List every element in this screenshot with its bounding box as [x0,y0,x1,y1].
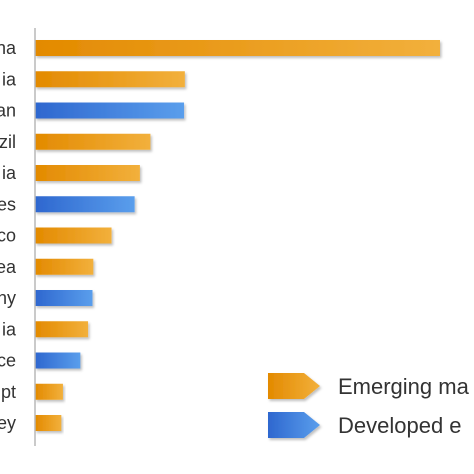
category-label-8: ea [0,257,17,277]
category-label-9: ny [0,288,16,308]
bar-1 [35,40,440,56]
category-label-10: ia [2,319,17,339]
legend-swatch-emerging [268,373,320,399]
bar-3 [35,102,185,119]
legend-swatch-developed [268,412,320,438]
legend-label-developed: Developed e [338,413,462,438]
bar-9 [35,290,93,306]
category-label-6: es [0,194,16,214]
bar-10 [35,321,89,338]
category-label-2: ia [2,69,17,89]
bar-2 [35,71,185,88]
category-label-13: ey [0,413,16,433]
category-label-4: zil [0,132,16,152]
category-label-1: na [0,38,17,58]
category-label-11: ce [0,351,16,371]
bar-6 [35,196,135,213]
category-label-7: co [0,226,16,246]
bar-4 [35,133,151,150]
bar-8 [35,258,94,275]
bar-12 [35,383,63,400]
bar-11 [35,352,81,369]
category-labels: na ia an zil ia es co ea ny ia ce pt ey [0,38,17,433]
legend-label-emerging: Emerging ma [338,374,470,399]
bar-7 [35,227,112,244]
legend: Emerging ma Developed e [268,373,470,438]
bar-5 [35,165,140,181]
category-label-3: an [0,101,16,121]
category-label-12: pt [1,382,16,402]
category-label-5: ia [2,163,17,183]
bars-layer [35,40,440,431]
bar-13 [35,415,62,431]
